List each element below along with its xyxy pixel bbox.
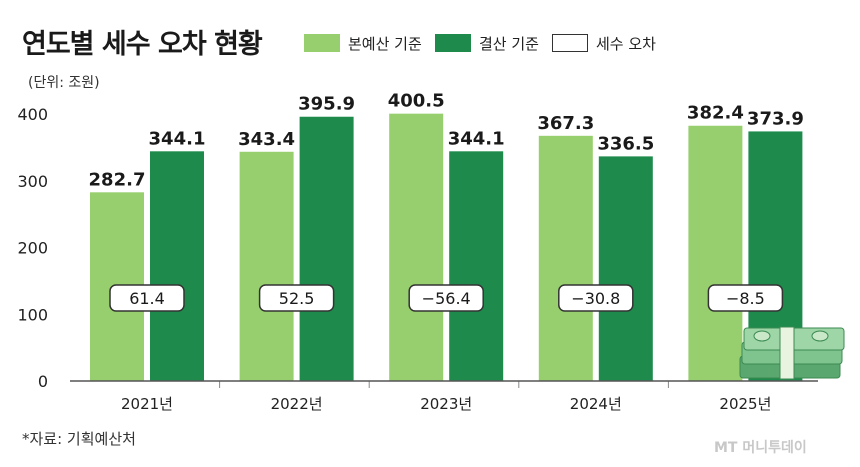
legend-item-error: 세수 오차 [552, 33, 656, 53]
bar-settlement [299, 116, 354, 381]
error-box [707, 284, 784, 312]
data-label: 336.5 [597, 133, 654, 154]
watermark-logo: MT 머니투데이 [714, 440, 807, 456]
data-label: 343.4 [238, 129, 295, 150]
data-label: 382.4 [687, 103, 744, 124]
y-tick-label: 300 [17, 172, 48, 191]
error-box [408, 284, 484, 312]
bar-budget [688, 125, 743, 381]
bar-settlement [150, 151, 204, 381]
y-tick-label: 400 [17, 105, 48, 124]
page-title: 연도별 세수 오차 현황 [22, 29, 263, 60]
money-band [779, 326, 795, 380]
legend-label-error: 세수 오차 [596, 34, 656, 53]
error-box [558, 284, 634, 312]
data-label: 395.9 [298, 94, 355, 115]
legend-swatch-budget [304, 34, 340, 52]
legend-swatch-settlement [435, 34, 471, 52]
legend-swatch-error [552, 34, 588, 52]
money-stack-icon [811, 330, 829, 342]
data-label: 344.1 [448, 128, 505, 149]
legend-label-budget: 본예산 기준 [348, 34, 422, 53]
bar-settlement [449, 151, 504, 381]
unit-label: (단위: 조원) [28, 75, 100, 91]
x-tick-label: 2022년 [271, 395, 323, 413]
y-tick-label: 200 [17, 239, 48, 258]
x-tick-label: 2024년 [570, 395, 622, 413]
legend-item-budget: 본예산 기준 [304, 33, 422, 53]
bar-budget [239, 151, 294, 381]
error-label: 52.5 [279, 289, 315, 308]
x-tick-label: 2021년 [121, 395, 173, 413]
error-label: −30.8 [571, 289, 620, 308]
data-label: 367.3 [537, 113, 594, 134]
data-label: 400.5 [388, 91, 445, 112]
data-label: 282.7 [89, 169, 146, 190]
y-tick-label: 100 [17, 305, 48, 324]
bar-budget [389, 113, 444, 381]
bar-settlement [598, 156, 653, 381]
data-label: 344.1 [149, 128, 206, 149]
error-label: −56.4 [422, 289, 471, 308]
error-box [258, 284, 335, 312]
data-label: 373.9 [747, 108, 804, 129]
source-note: *자료: 기획예산처 [22, 430, 136, 448]
money-stack-icon [753, 330, 771, 342]
y-tick-label: 0 [38, 372, 48, 391]
error-label: 61.4 [129, 289, 165, 308]
legend-item-settlement: 결산 기준 [435, 33, 539, 53]
x-tick-label: 2025년 [719, 395, 771, 413]
error-label: −8.5 [726, 289, 765, 308]
x-tick-label: 2023년 [420, 395, 472, 413]
error-box [109, 284, 185, 312]
bar-budget [538, 135, 593, 381]
legend-label-settlement: 결산 기준 [479, 34, 539, 53]
